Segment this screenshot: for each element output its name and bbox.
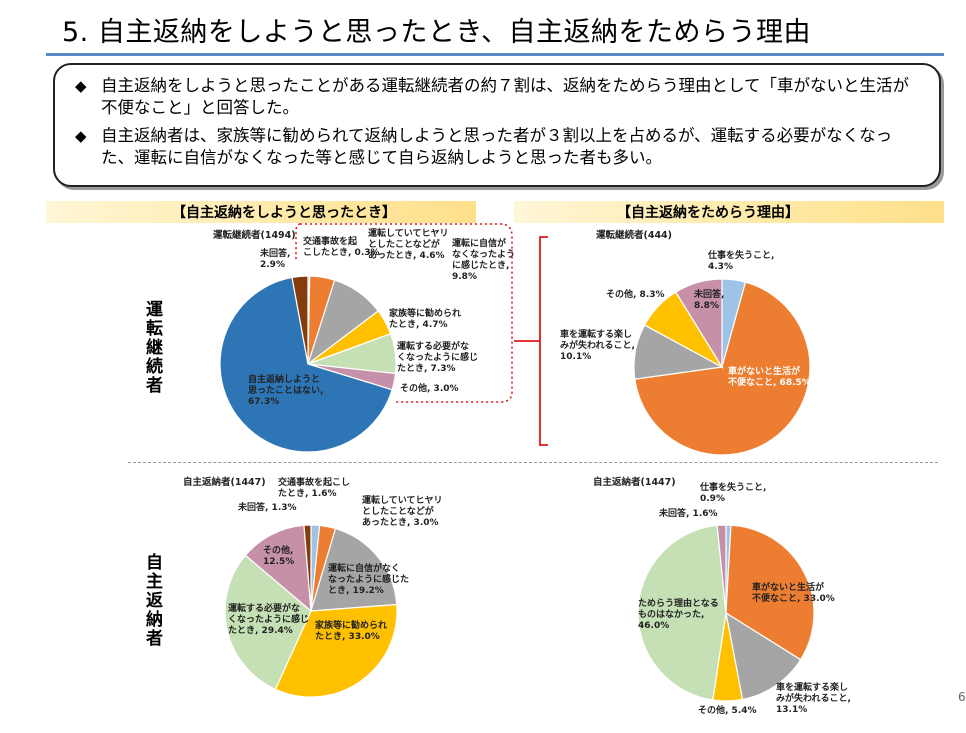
pie-slice bbox=[725, 524, 815, 661]
data-label: ためらう理由となるものはなかった, 46.0% bbox=[638, 597, 719, 631]
chart-title: 運転継続者(1494) bbox=[213, 229, 296, 241]
section-label-right: 【自主返納をためらう理由】 bbox=[617, 205, 799, 221]
data-label: 車を運転する楽しみが失われること, 13.1% bbox=[776, 681, 851, 715]
data-label: その他, 5.4% bbox=[698, 704, 757, 716]
data-label: その他, 12.5% bbox=[263, 544, 294, 567]
highlight-callout-edge bbox=[295, 223, 301, 262]
row-divider bbox=[128, 462, 938, 463]
diamond-bullet-icon: ◆ bbox=[75, 77, 87, 95]
pie-slice bbox=[674, 278, 723, 370]
row-label-continuing: 運転継続者 bbox=[142, 300, 162, 395]
summary-text-2: 自主返納者は、家族等に勧められて返納しようと思った者が３割以上を占めるが、運転す… bbox=[101, 126, 893, 167]
link-bracket bbox=[514, 236, 548, 446]
page-number: 6 bbox=[958, 690, 966, 704]
data-label: 運転していてヒヤリとしたことなどがあったとき, 4.6% bbox=[368, 227, 448, 261]
data-label: 交通事故を起こしたとき, 1.6% bbox=[278, 476, 350, 499]
pie-slice bbox=[291, 275, 309, 365]
pie-slice bbox=[303, 524, 312, 612]
title-underline bbox=[46, 53, 944, 56]
data-label: 運転に自信がなくなったように感じたとき, 9.8% bbox=[452, 237, 515, 282]
data-label: 未回答, 8.8% bbox=[693, 288, 724, 311]
data-label: 運転する必要がなくなったように感じたとき, 7.3% bbox=[397, 340, 478, 374]
pie-slice bbox=[219, 276, 393, 453]
data-label: 車を運転する楽しみが失われること, 10.1% bbox=[560, 328, 635, 362]
pie-chart-4: 自主返納者(1447) 仕事を失うこと, 0.9% 車がないと生活が不便なこと, 33… bbox=[593, 476, 851, 716]
data-label: 運転していてヒヤリとしたことなどがあったとき, 3.0% bbox=[362, 494, 442, 528]
chart-title: 運転継続者(444) bbox=[596, 229, 672, 241]
data-label: 交通事故を起こしたとき, 0.3% bbox=[303, 235, 380, 258]
pie-slice bbox=[725, 611, 802, 701]
pie-chart-3: 自主返納者(1447) 交通事故を起こしたとき, 1.6% 運転していてヒヤリとした… bbox=[183, 476, 442, 698]
pie-slice bbox=[716, 524, 727, 614]
data-label: 仕事を失うこと, 0.9% bbox=[699, 481, 766, 504]
summary-bullet-1: ◆ 自主返納をしようと思ったことがある運転継続者の約７割は、返納をためらう理由と… bbox=[75, 75, 925, 119]
chart-title: 自主返納者(1447) bbox=[593, 476, 676, 488]
data-label: その他, 3.0% bbox=[400, 382, 459, 394]
data-label: 家族等に勧められたとき, 33.0% bbox=[315, 619, 387, 642]
diamond-bullet-icon: ◆ bbox=[75, 127, 87, 145]
data-label: その他, 8.3% bbox=[606, 288, 665, 300]
section-bar-left bbox=[46, 201, 476, 223]
summary-bullet-2: ◆ 自主返納者は、家族等に勧められて返納しようと思った者が３割以上を占めるが、運… bbox=[75, 125, 925, 169]
data-label: 未回答, 1.6% bbox=[658, 507, 718, 519]
pie-chart-1: 運転継続者(1494) 交通事故を起こしたとき, 0.3%運転していてヒヤリとした… bbox=[213, 227, 515, 453]
data-label: 運転に自信がなくなったように感じたとき, 19.2% bbox=[328, 562, 409, 596]
summary-box: ◆ 自主返納をしようと思ったことがある運転継続者の約７割は、返納をためらう理由と… bbox=[53, 63, 941, 187]
pie-slice bbox=[637, 524, 727, 701]
data-label: 運転する必要がなくなったように感じたとき, 29.4% bbox=[228, 602, 309, 636]
summary-text-1: 自主返納をしようと思ったことがある運転継続者の約７割は、返納をためらう理由として… bbox=[101, 76, 910, 117]
data-label: 未回答, 1.3% bbox=[237, 501, 297, 513]
pie-slice bbox=[310, 527, 398, 612]
data-label: 車がないと生活が不便なこと, 33.0% bbox=[752, 581, 835, 604]
data-label: 仕事を失うこと, 4.3% bbox=[707, 249, 774, 272]
section-label-left: 【自主返納をしようと思ったとき】 bbox=[172, 205, 396, 221]
data-label: 未回答, 2.9% bbox=[259, 247, 290, 270]
pie-slice bbox=[274, 603, 398, 698]
data-label: 車がないと生活が不便なこと, 68.5% bbox=[728, 365, 811, 388]
section-bar-right bbox=[514, 201, 944, 223]
data-label: 自主返納しようと思ったことはない, 67.3% bbox=[248, 373, 323, 407]
pie-chart-2: 運転継続者(444) 仕事を失うこと, 4.3% 車がないと生活が不便なこと, 68.… bbox=[560, 229, 811, 456]
pie-slice bbox=[224, 554, 312, 691]
data-label: 家族等に勧められたとき, 4.7% bbox=[389, 307, 461, 330]
page-title: 5. 自主返納をしようと思ったとき、自主返納をためらう理由 bbox=[62, 17, 811, 48]
pie-slice bbox=[244, 524, 312, 613]
chart-title: 自主返納者(1447) bbox=[183, 476, 266, 488]
row-label-returned: 自主返納者 bbox=[142, 553, 162, 648]
